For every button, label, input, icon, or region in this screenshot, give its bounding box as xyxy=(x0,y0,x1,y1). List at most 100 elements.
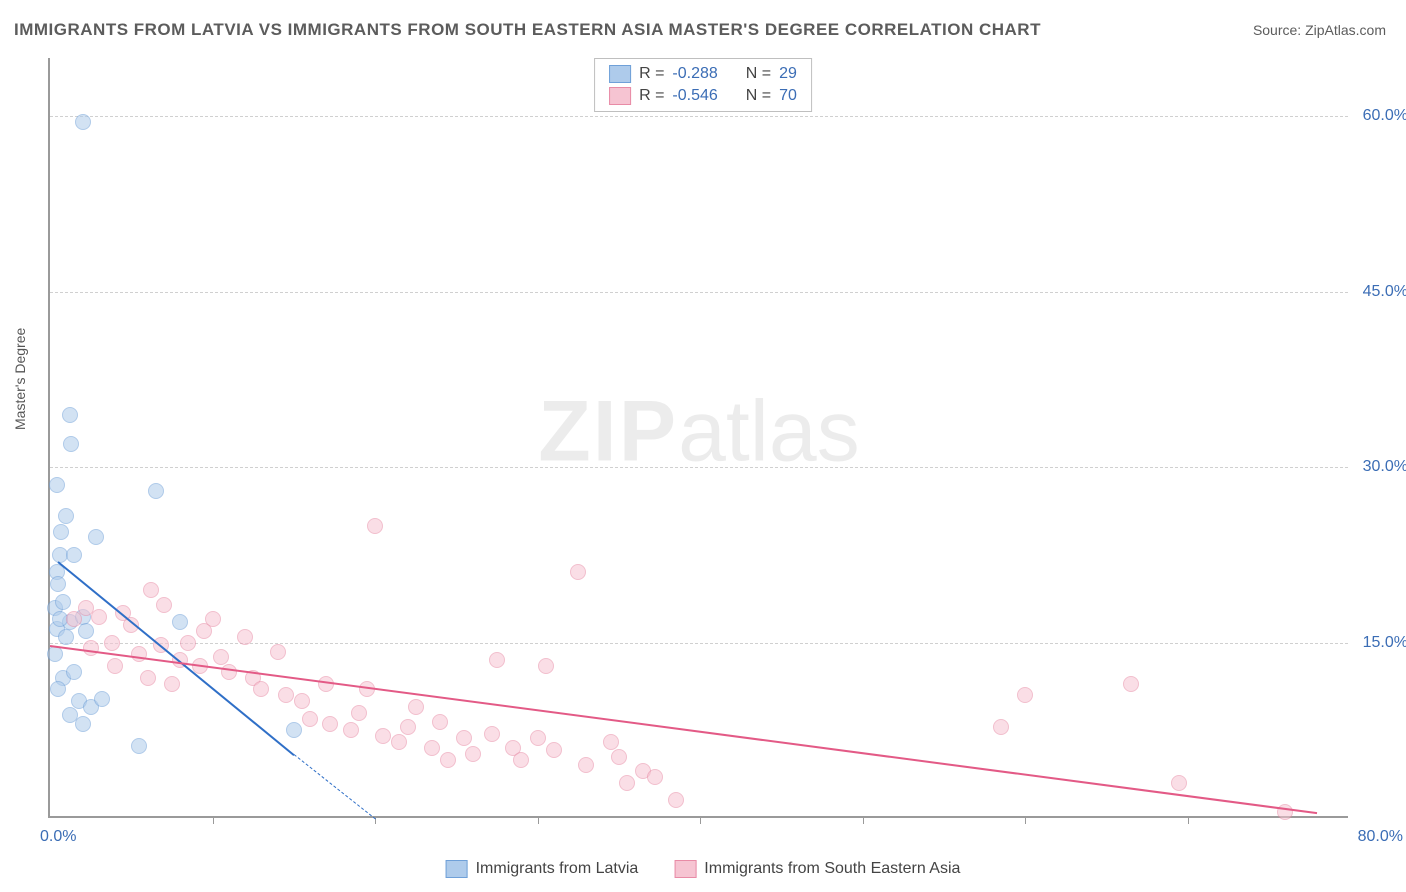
data-point xyxy=(440,752,456,768)
data-point xyxy=(91,609,107,625)
x-tick xyxy=(700,816,701,824)
x-axis-min-label: 0.0% xyxy=(40,828,76,846)
data-point xyxy=(66,664,82,680)
data-point xyxy=(55,594,71,610)
stats-r-label: R = xyxy=(639,87,664,105)
data-point xyxy=(253,681,269,697)
data-point xyxy=(538,658,554,674)
data-point xyxy=(647,769,663,785)
gridline xyxy=(50,467,1348,468)
legend-label: Immigrants from Latvia xyxy=(476,860,639,878)
data-point xyxy=(302,711,318,727)
x-tick xyxy=(863,816,864,824)
stats-r-value: -0.546 xyxy=(672,87,717,105)
y-axis-label: Master's Degree xyxy=(12,328,28,430)
data-point xyxy=(180,635,196,651)
data-point xyxy=(1017,687,1033,703)
data-point xyxy=(270,644,286,660)
data-point xyxy=(53,524,69,540)
data-point xyxy=(619,775,635,791)
data-point xyxy=(546,742,562,758)
data-point xyxy=(104,635,120,651)
data-point xyxy=(1171,775,1187,791)
data-point xyxy=(66,547,82,563)
data-point xyxy=(58,629,74,645)
legend-swatch-blue xyxy=(446,860,468,878)
x-tick xyxy=(1025,816,1026,824)
chart-container: IMMIGRANTS FROM LATVIA VS IMMIGRANTS FRO… xyxy=(0,0,1406,892)
data-point xyxy=(107,658,123,674)
stats-row: R = -0.546 N = 70 xyxy=(609,85,797,107)
data-point xyxy=(294,693,310,709)
data-point xyxy=(432,714,448,730)
data-point xyxy=(375,728,391,744)
data-point xyxy=(570,564,586,580)
bottom-legend: Immigrants from Latvia Immigrants from S… xyxy=(446,860,961,878)
data-point xyxy=(143,582,159,598)
chart-title: IMMIGRANTS FROM LATVIA VS IMMIGRANTS FRO… xyxy=(14,20,1041,40)
stats-n-label: N = xyxy=(746,65,771,83)
source-attribution: Source: ZipAtlas.com xyxy=(1253,22,1386,38)
data-point xyxy=(668,792,684,808)
stats-n-label: N = xyxy=(746,87,771,105)
data-point xyxy=(1123,676,1139,692)
trend-line xyxy=(50,645,1318,814)
y-tick-label: 30.0% xyxy=(1363,458,1406,476)
trend-line xyxy=(293,754,375,819)
data-point xyxy=(286,722,302,738)
y-tick-label: 45.0% xyxy=(1363,283,1406,301)
data-point xyxy=(156,597,172,613)
y-tick-label: 15.0% xyxy=(1363,634,1406,652)
data-point xyxy=(49,477,65,493)
data-point xyxy=(484,726,500,742)
plot-area: ZIPatlas 0.0% 80.0% 15.0%30.0%45.0%60.0% xyxy=(48,58,1348,818)
trend-line xyxy=(57,561,294,755)
watermark-rest: atlas xyxy=(678,384,860,480)
data-point xyxy=(88,529,104,545)
gridline xyxy=(50,292,1348,293)
gridline xyxy=(50,116,1348,117)
data-point xyxy=(278,687,294,703)
stats-r-value: -0.288 xyxy=(672,65,717,83)
stats-legend-box: R = -0.288 N = 29 R = -0.546 N = 70 xyxy=(594,58,812,112)
data-point xyxy=(489,652,505,668)
y-tick-label: 60.0% xyxy=(1363,107,1406,125)
data-point xyxy=(52,547,68,563)
data-point xyxy=(52,611,68,627)
data-point xyxy=(603,734,619,750)
data-point xyxy=(465,746,481,762)
data-point xyxy=(83,640,99,656)
data-point xyxy=(62,407,78,423)
watermark-bold: ZIP xyxy=(538,384,678,480)
data-point xyxy=(63,436,79,452)
data-point xyxy=(993,719,1009,735)
data-point xyxy=(164,676,180,692)
data-point xyxy=(47,646,63,662)
data-point xyxy=(75,716,91,732)
data-point xyxy=(408,699,424,715)
data-point xyxy=(213,649,229,665)
data-point xyxy=(75,114,91,130)
stats-swatch-blue xyxy=(609,65,631,83)
data-point xyxy=(391,734,407,750)
data-point xyxy=(343,722,359,738)
data-point xyxy=(456,730,472,746)
data-point xyxy=(578,757,594,773)
stats-n-value: 70 xyxy=(779,87,797,105)
legend-item: Immigrants from South Eastern Asia xyxy=(674,860,960,878)
data-point xyxy=(50,681,66,697)
data-point xyxy=(424,740,440,756)
legend-label: Immigrants from South Eastern Asia xyxy=(704,860,960,878)
data-point xyxy=(513,752,529,768)
stats-swatch-pink xyxy=(609,87,631,105)
data-point xyxy=(131,646,147,662)
data-point xyxy=(50,576,66,592)
data-point xyxy=(611,749,627,765)
stats-n-value: 29 xyxy=(779,65,797,83)
stats-r-label: R = xyxy=(639,65,664,83)
data-point xyxy=(205,611,221,627)
data-point xyxy=(400,719,416,735)
x-tick xyxy=(1188,816,1189,824)
x-tick xyxy=(538,816,539,824)
data-point xyxy=(78,623,94,639)
